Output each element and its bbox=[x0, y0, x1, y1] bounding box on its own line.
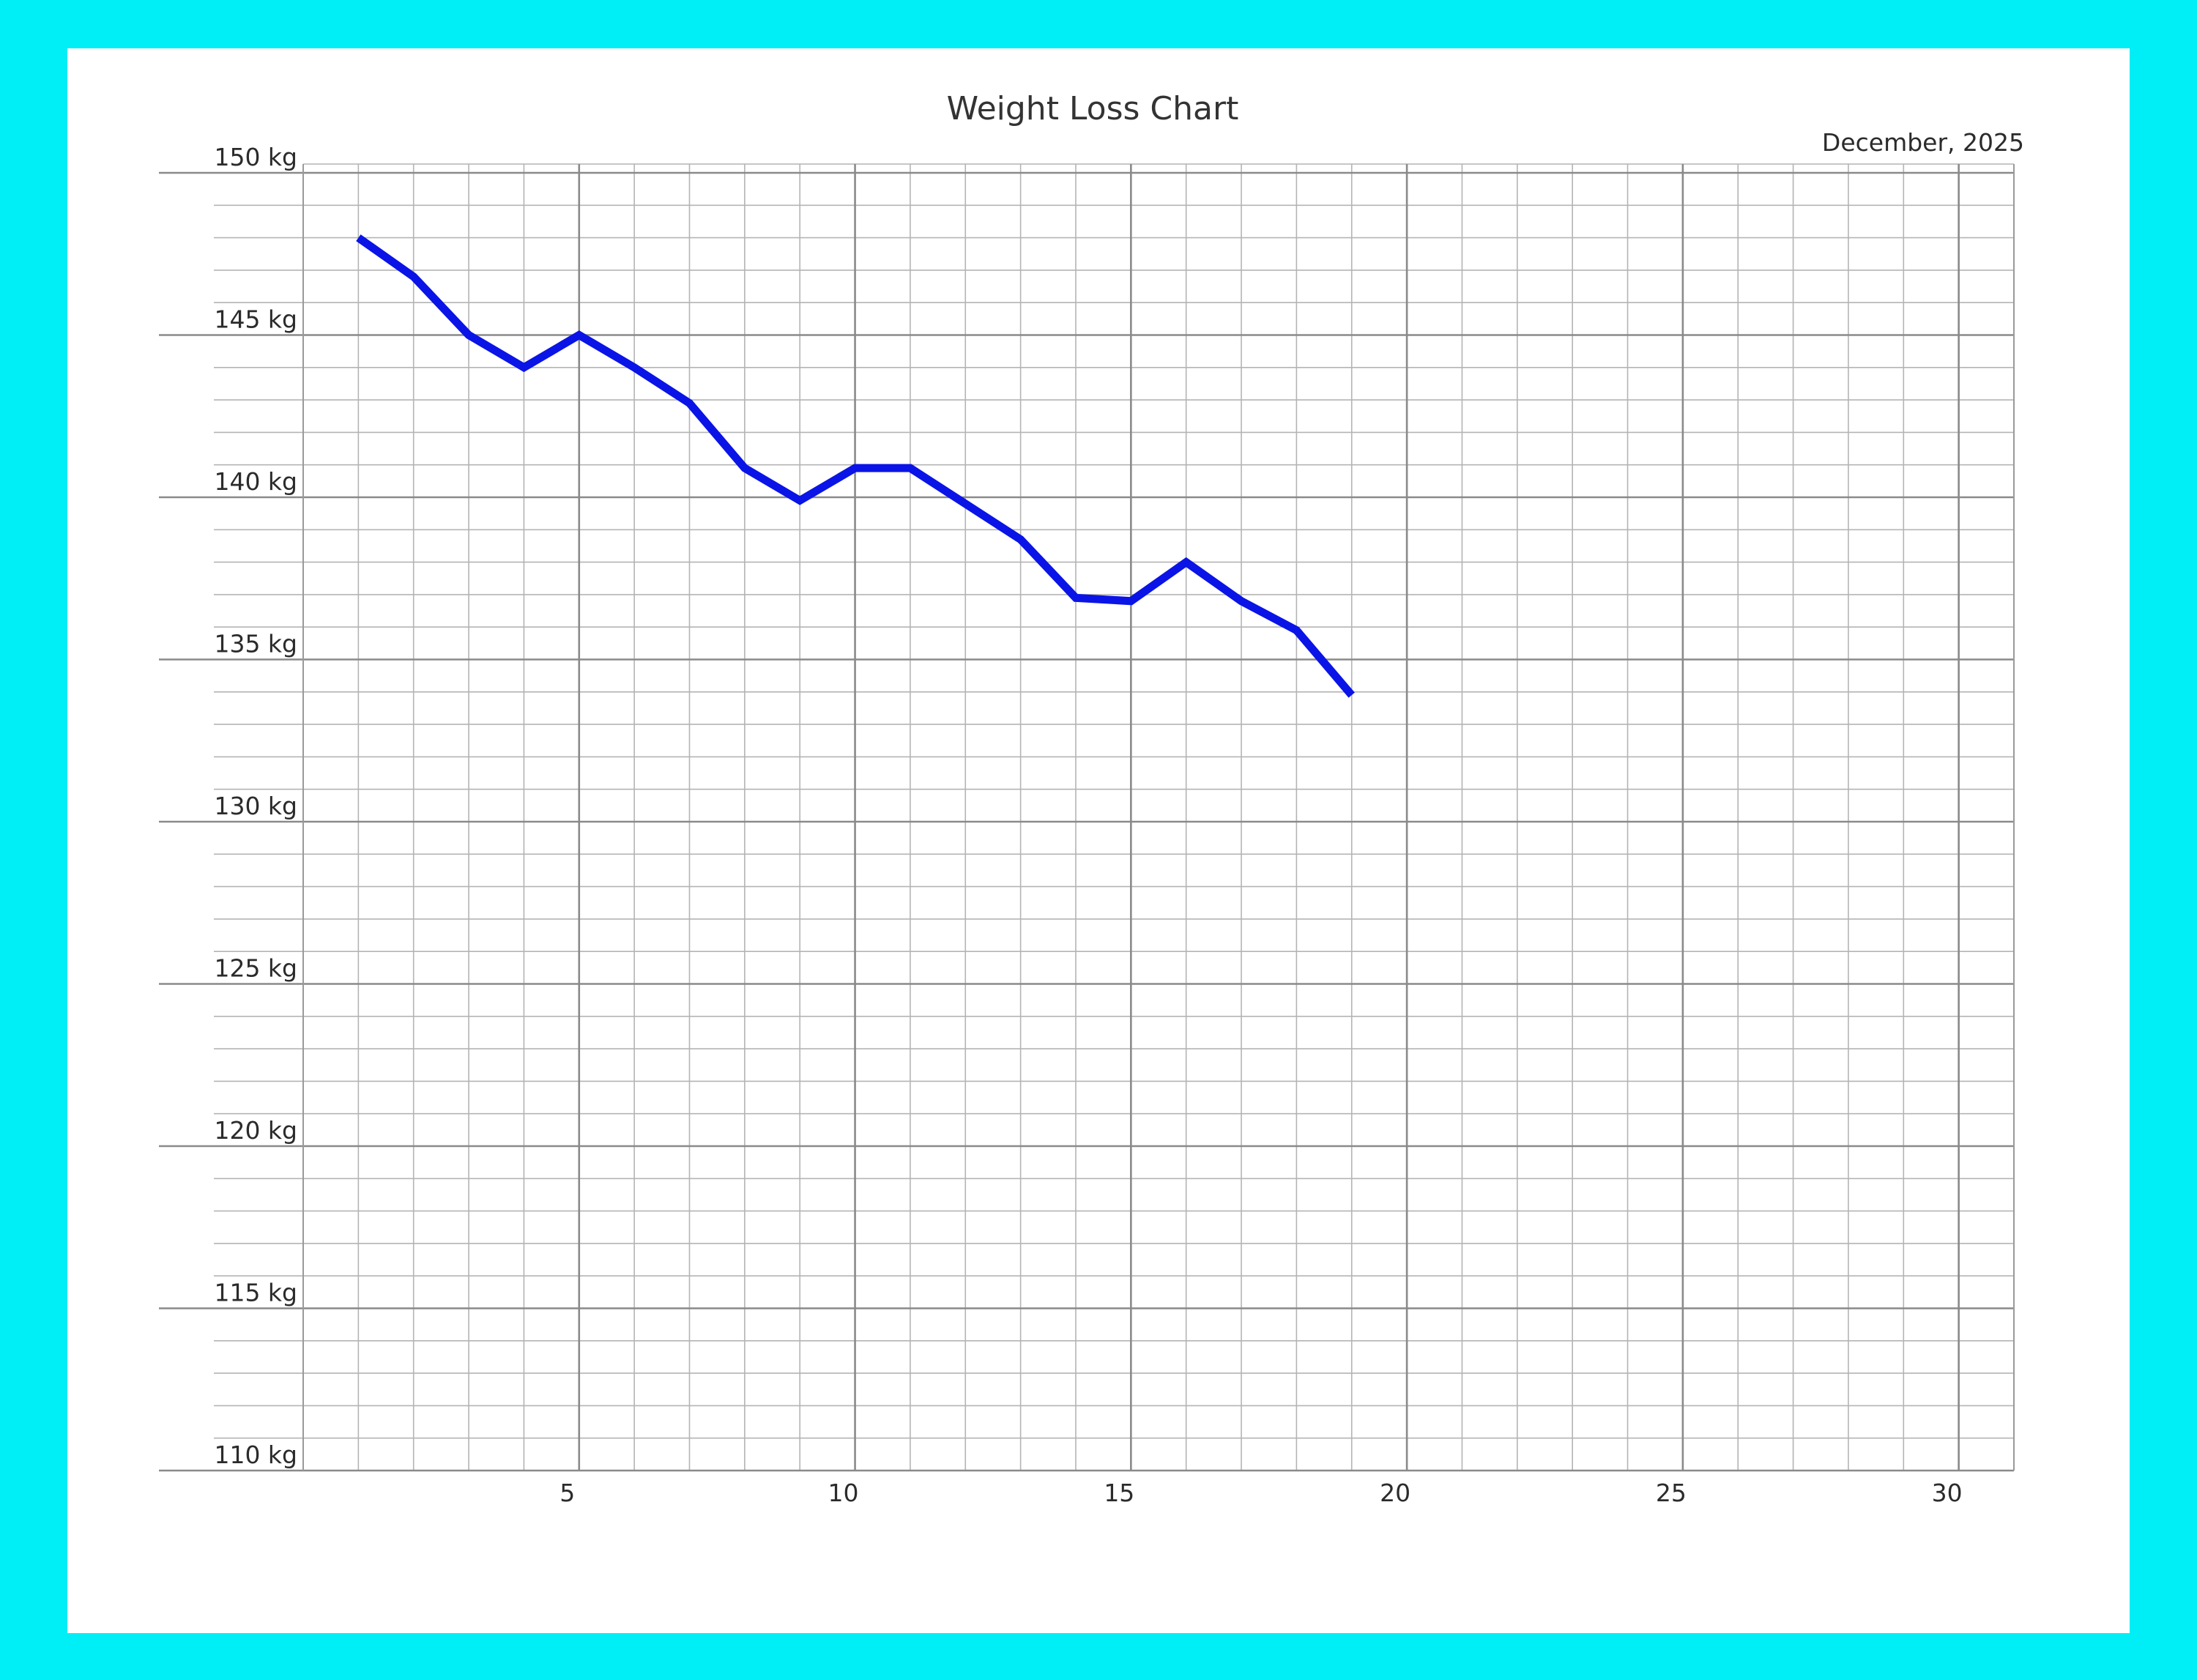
x-tick-label: 20 bbox=[1380, 1479, 1410, 1507]
x-tick-label: 10 bbox=[828, 1479, 859, 1507]
chart-subtitle: December, 2025 bbox=[1822, 128, 2024, 157]
x-tick-label: 15 bbox=[1104, 1479, 1134, 1507]
y-tick-label: 115 kg bbox=[214, 1279, 297, 1307]
chart-title: Weight Loss Chart bbox=[947, 90, 1239, 127]
y-tick-label: 125 kg bbox=[214, 954, 297, 983]
y-tick-label: 120 kg bbox=[214, 1116, 297, 1145]
weight-series bbox=[356, 234, 1355, 698]
major-grid bbox=[159, 164, 2015, 1472]
y-tick-label: 145 kg bbox=[214, 305, 297, 334]
y-tick-label: 135 kg bbox=[214, 630, 297, 658]
y-tick-label: 110 kg bbox=[214, 1441, 297, 1469]
y-axis-labels: 150 kg 145 kg 140 kg 135 kg 130 kg 125 kg 120 … bbox=[214, 143, 297, 1469]
chart-paper: Weight Loss Chart December, 2025 150 kg 1… bbox=[67, 48, 2130, 1633]
x-tick-label: 30 bbox=[1932, 1479, 1963, 1507]
minor-grid bbox=[214, 163, 2015, 1471]
y-tick-label: 150 kg bbox=[214, 143, 297, 171]
x-tick-label: 5 bbox=[560, 1479, 575, 1507]
weight-loss-chart: Weight Loss Chart December, 2025 150 kg1… bbox=[159, 90, 2024, 1507]
x-tick-label: 25 bbox=[1656, 1479, 1687, 1507]
x-axis-labels: 5 10 15 20 25 30 bbox=[560, 1479, 1962, 1507]
y-tick-label: 140 kg bbox=[214, 467, 297, 496]
y-tick-label: 130 kg bbox=[214, 792, 297, 820]
